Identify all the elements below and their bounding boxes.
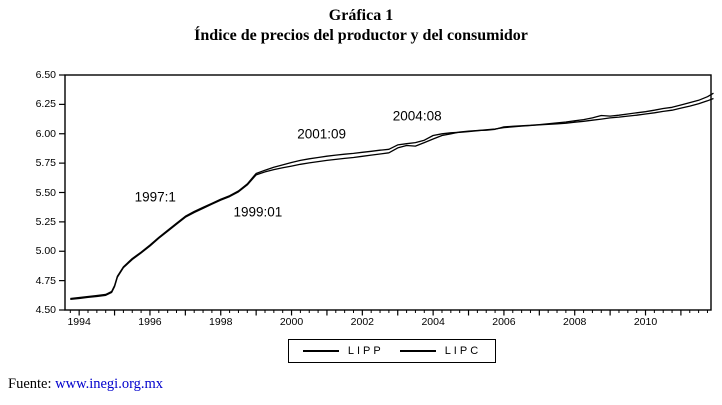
x-tick-label: 1998 (209, 316, 233, 328)
lipp-line-sample-icon (302, 350, 339, 352)
legend-label-lipp: LIPP (347, 345, 384, 357)
x-tick-label: 2008 (563, 316, 587, 328)
x-tick-label: 2004 (421, 316, 445, 328)
x-tick-label: 2010 (633, 316, 658, 328)
source-line: Fuente: www.inegi.org.mx (8, 376, 163, 393)
source-prefix: Fuente: (8, 376, 52, 392)
lipc-line-sample-icon (399, 350, 436, 352)
annotation-label: 2001:09 (297, 126, 347, 142)
x-tick-label: 2002 (350, 316, 374, 328)
annotation-label: 1999:01 (233, 204, 283, 220)
chart-subtitle: Índice de precios del productor y del co… (194, 27, 528, 44)
lipc-line (70, 97, 714, 300)
annotation-label: 1997:1 (134, 189, 176, 205)
x-tick-label: 2000 (279, 316, 304, 328)
legend-item-lipc: LIPC (399, 345, 482, 357)
y-tick-label: 6.25 (35, 98, 56, 111)
y-tick-label: 5.50 (35, 186, 56, 199)
y-tick-label: 5.75 (35, 157, 56, 170)
legend-label-lipc: LIPC (444, 345, 482, 357)
source-link[interactable]: www.inegi.org.mx (55, 376, 164, 392)
y-tick-label: 6.00 (35, 127, 56, 140)
chart-title-block: Gráfica 1 Índice de precios del producto… (0, 6, 722, 46)
x-tick-label: 2006 (492, 316, 516, 328)
annotation-label: 2004:08 (392, 108, 442, 124)
y-tick-label: 4.50 (35, 304, 56, 316)
y-tick-label: 6.50 (35, 69, 56, 81)
lipp-line (70, 92, 714, 301)
legend: LIPP LIPC (288, 339, 496, 363)
y-tick-label: 5.25 (35, 215, 56, 228)
x-tick-label: 1996 (138, 316, 162, 328)
x-tick-label: 1994 (67, 316, 91, 328)
legend-item-lipp: LIPP (302, 345, 384, 357)
y-tick-label: 5.00 (35, 245, 56, 258)
y-tick-label: 4.75 (35, 274, 56, 287)
chart-title: Gráfica 1 (328, 7, 394, 24)
